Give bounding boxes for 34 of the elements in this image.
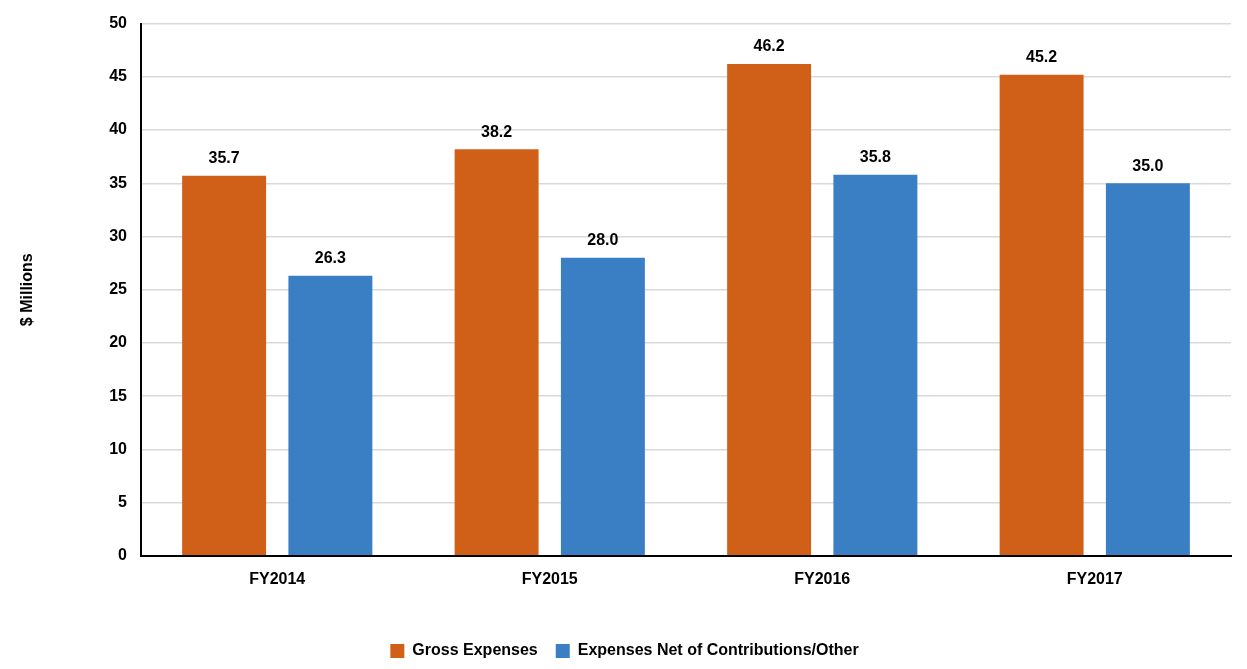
bar (833, 174, 918, 556)
data-label: 35.7 (208, 149, 240, 167)
x-tick-label: FY2014 (249, 569, 306, 587)
y-tick-label: 35 (109, 173, 128, 191)
bar (727, 64, 812, 556)
legend-label: Expenses Net of Contributions/Other (577, 641, 859, 659)
bar (182, 175, 267, 556)
data-label: 35.8 (859, 148, 892, 166)
data-label: 46.2 (753, 37, 785, 55)
y-axis-title: $ Millions (18, 253, 36, 327)
bar (1105, 183, 1190, 556)
y-tick-label: 25 (109, 280, 128, 298)
bar (999, 74, 1084, 556)
x-tick-label: FY2016 (794, 569, 851, 587)
data-label: 35.0 (1132, 156, 1164, 174)
y-tick-label: 30 (109, 226, 128, 244)
y-tick-label: 10 (109, 439, 128, 457)
y-tick-label: 5 (118, 492, 128, 510)
y-tick-label: 50 (109, 14, 128, 32)
data-label: 45.2 (1026, 48, 1058, 66)
bar (560, 257, 645, 556)
y-tick-label: 40 (109, 120, 128, 138)
y-tick-label: 0 (118, 546, 128, 564)
y-tick-label: 20 (109, 333, 128, 351)
data-label: 28.0 (587, 231, 619, 249)
data-label: 26.3 (314, 249, 347, 267)
data-label: 38.2 (481, 122, 513, 140)
bar (454, 149, 539, 556)
bar (288, 275, 373, 556)
x-tick-label: FY2015 (521, 569, 578, 587)
y-tick-label: 15 (109, 386, 128, 404)
y-tick-label: 45 (109, 67, 128, 85)
x-tick-label: FY2017 (1066, 569, 1123, 587)
legend-label: Gross Expenses (412, 641, 538, 659)
